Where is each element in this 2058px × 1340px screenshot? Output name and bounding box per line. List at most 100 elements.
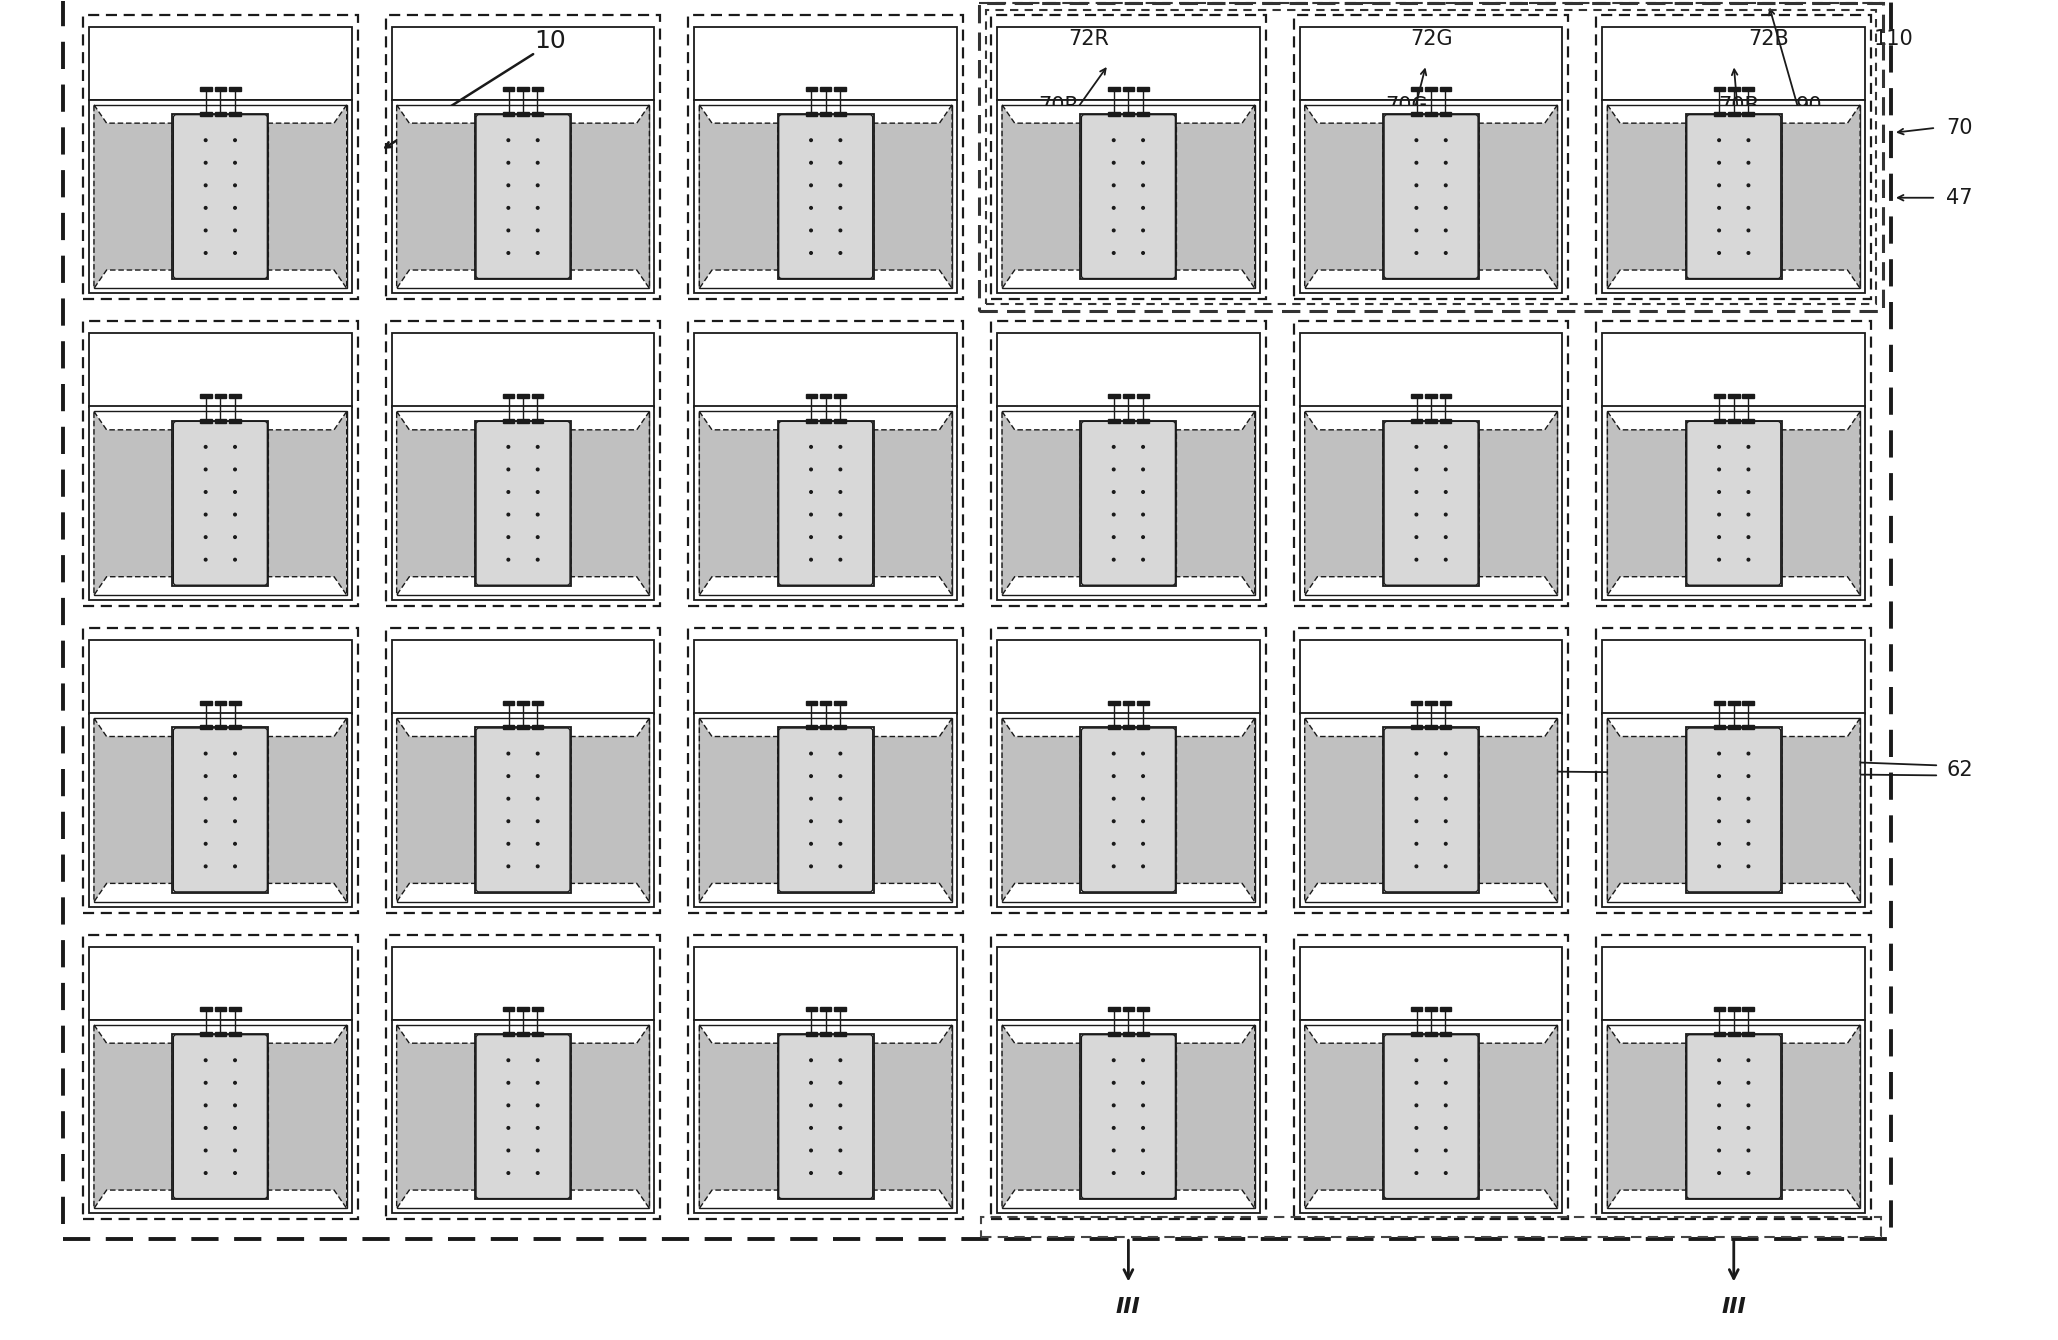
Bar [228,418,241,422]
Bar [833,701,846,705]
Polygon shape [1607,411,1686,595]
Bar [805,701,817,705]
Bar [1136,394,1148,398]
Bar [95,411,346,595]
Bar [214,87,226,91]
Bar [385,628,661,913]
Bar [1412,113,1422,117]
Polygon shape [397,1025,475,1209]
Circle shape [1416,820,1418,823]
Bar [502,1008,514,1012]
Circle shape [1142,139,1144,142]
Circle shape [1747,1104,1749,1107]
Circle shape [1747,1059,1749,1061]
Circle shape [235,820,237,823]
Bar [1729,394,1739,398]
Polygon shape [570,718,650,902]
Circle shape [1142,843,1144,846]
FancyBboxPatch shape [1385,115,1478,279]
Circle shape [1718,468,1720,470]
Circle shape [1445,797,1447,800]
Circle shape [809,866,813,867]
Circle shape [506,1171,510,1174]
Bar [687,322,963,606]
Bar [819,418,831,422]
Circle shape [1747,1171,1749,1174]
Bar [1603,641,1865,714]
Circle shape [506,446,510,448]
Circle shape [1113,1171,1115,1174]
Bar [1426,87,1436,91]
Circle shape [1142,1150,1144,1152]
Circle shape [506,229,510,232]
Bar [833,1008,846,1012]
Circle shape [537,252,539,255]
Circle shape [537,446,539,448]
Bar [996,27,1259,100]
Bar [1107,1008,1120,1012]
Text: 47: 47 [1947,188,1972,208]
Bar [1714,701,1725,705]
Circle shape [1718,229,1720,232]
Bar [778,114,875,279]
Bar [1412,725,1422,729]
Circle shape [809,252,813,255]
Circle shape [235,513,237,516]
Text: III: III [1115,1297,1140,1317]
Bar [173,1034,268,1199]
Bar [982,1218,1881,1237]
Bar [95,718,346,902]
Circle shape [1142,559,1144,561]
Bar [502,113,514,117]
Bar [1714,725,1725,729]
Circle shape [1718,1104,1720,1107]
Circle shape [506,1127,510,1130]
Circle shape [840,252,842,255]
Bar [1603,713,1865,907]
FancyBboxPatch shape [778,1034,873,1198]
Circle shape [204,1104,208,1107]
Polygon shape [1177,718,1255,902]
Bar [996,641,1259,714]
Bar [1743,725,1753,729]
Circle shape [506,252,510,255]
Bar [1294,322,1568,606]
Circle shape [1445,559,1447,561]
Bar [1597,628,1871,913]
Circle shape [235,1104,237,1107]
Bar [200,113,212,117]
Circle shape [537,206,539,209]
Circle shape [840,206,842,209]
Bar [1743,394,1753,398]
Circle shape [1416,1059,1418,1061]
Circle shape [809,1104,813,1107]
Circle shape [840,559,842,561]
Circle shape [204,490,208,493]
Text: 70: 70 [1947,118,1972,138]
Bar [833,87,846,91]
Circle shape [537,139,539,142]
Circle shape [537,229,539,232]
Bar [517,701,529,705]
Circle shape [1416,752,1418,754]
Circle shape [809,161,813,163]
Bar [1122,725,1134,729]
Bar [1383,1034,1480,1199]
Circle shape [1113,1104,1115,1107]
Bar [1301,99,1562,293]
Bar [214,1008,226,1012]
Polygon shape [1305,1025,1383,1209]
Circle shape [537,775,539,777]
Bar [1686,1034,1782,1199]
Circle shape [235,866,237,867]
Polygon shape [700,105,778,288]
Circle shape [1416,184,1418,186]
Bar [805,418,817,422]
Circle shape [1445,1104,1447,1107]
Circle shape [1416,161,1418,163]
Circle shape [1445,1171,1447,1174]
Bar [502,394,514,398]
Polygon shape [1305,411,1383,595]
Circle shape [840,446,842,448]
Bar [531,701,543,705]
